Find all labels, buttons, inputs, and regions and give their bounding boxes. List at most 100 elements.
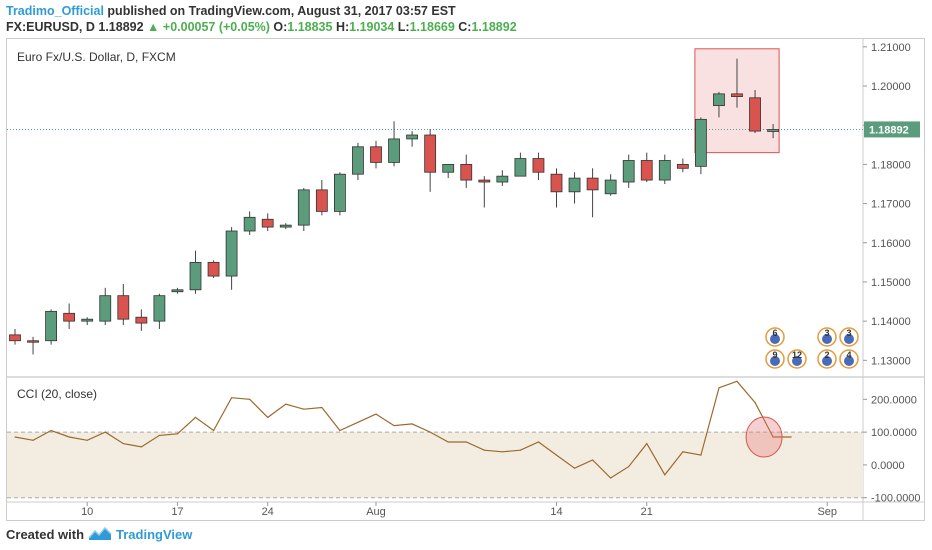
close-label: C:	[455, 20, 472, 34]
candle[interactable]	[118, 284, 129, 325]
event-count: 2	[824, 350, 829, 360]
candle[interactable]	[605, 174, 616, 196]
time-tick-label: 21	[641, 506, 653, 518]
cci-point	[393, 425, 394, 426]
tradingview-brand-link[interactable]: TradingView	[116, 527, 192, 542]
candle-body	[64, 313, 75, 321]
candle-body	[262, 219, 273, 227]
price-tick-label: 1.15000	[871, 277, 911, 289]
author-link[interactable]: Tradimo_Official	[6, 4, 104, 18]
candle[interactable]	[28, 337, 39, 355]
cci-point	[87, 440, 88, 441]
candle[interactable]	[136, 309, 147, 331]
cci-point	[267, 417, 268, 418]
cci-point	[69, 436, 70, 437]
candle[interactable]	[226, 227, 237, 290]
candle[interactable]	[569, 172, 580, 203]
candle[interactable]	[515, 153, 526, 177]
candle[interactable]	[46, 309, 57, 344]
event-count: 6	[772, 328, 777, 338]
cci-point	[14, 436, 15, 437]
candle[interactable]	[280, 223, 291, 229]
candle[interactable]	[659, 155, 670, 184]
candle[interactable]	[298, 188, 309, 231]
cci-point	[592, 459, 593, 460]
candle[interactable]	[407, 131, 418, 147]
cci-tick-label: 100.0000	[871, 427, 917, 439]
cci-point	[664, 474, 665, 475]
candle[interactable]	[425, 129, 436, 192]
candle-body	[154, 296, 165, 321]
cci-point	[249, 399, 250, 400]
candle[interactable]	[244, 211, 255, 235]
candle[interactable]	[208, 260, 219, 278]
symbol-label: FX:EURUSD, D	[6, 20, 98, 34]
cci-point	[177, 433, 178, 434]
cci-tick-label: -100.0000	[871, 493, 921, 505]
candle[interactable]	[10, 329, 21, 345]
cci-point	[339, 430, 340, 431]
candle[interactable]	[172, 288, 183, 294]
candle-body	[172, 290, 183, 292]
event-count: 12	[792, 350, 802, 360]
candle[interactable]	[623, 155, 634, 188]
cci-highlight-circle	[746, 417, 782, 457]
last-price: 1.18892	[98, 20, 147, 34]
candle[interactable]	[497, 170, 508, 186]
price-tick-label: 1.18000	[871, 159, 911, 171]
candle-body	[208, 262, 219, 276]
candle[interactable]	[533, 153, 544, 180]
candle-body	[100, 296, 111, 321]
candle[interactable]	[352, 143, 363, 180]
candle-body	[334, 174, 345, 211]
cci-point	[123, 443, 124, 444]
candle[interactable]	[389, 121, 400, 166]
cci-point	[484, 450, 485, 451]
cci-point	[231, 397, 232, 398]
cci-point	[285, 404, 286, 405]
candle[interactable]	[334, 172, 345, 215]
candle[interactable]	[479, 176, 490, 207]
candle-body	[28, 341, 39, 343]
candle[interactable]	[641, 153, 652, 182]
candle[interactable]	[587, 168, 598, 217]
candle-body	[82, 319, 93, 321]
cci-point	[213, 430, 214, 431]
candle-body	[298, 190, 309, 225]
candle[interactable]	[100, 288, 111, 325]
economic-event-flag-icon[interactable]: 6	[766, 328, 784, 346]
economic-event-flag-icon[interactable]: 3	[818, 328, 836, 346]
candle[interactable]	[154, 294, 165, 329]
candle-body	[479, 180, 490, 182]
candle[interactable]	[695, 117, 706, 174]
economic-event-flag-icon[interactable]: 2	[818, 350, 836, 368]
candle[interactable]	[677, 159, 688, 173]
candle[interactable]	[64, 304, 75, 329]
candle[interactable]	[316, 180, 327, 215]
candle[interactable]	[190, 251, 201, 294]
footer: Created with TradingView	[6, 522, 926, 548]
candle-body	[713, 94, 724, 106]
candle[interactable]	[551, 168, 562, 207]
cci-point	[718, 387, 719, 388]
candle[interactable]	[461, 155, 472, 188]
cci-point	[628, 466, 629, 467]
cci-point	[357, 422, 358, 423]
economic-event-flag-icon[interactable]: 12	[788, 350, 806, 368]
cci-point	[736, 381, 737, 382]
economic-event-flag-icon[interactable]: 3	[840, 328, 858, 346]
candle-body	[280, 225, 291, 227]
candle[interactable]	[371, 141, 382, 168]
event-count: 3	[846, 328, 851, 338]
candle[interactable]	[262, 213, 273, 231]
candle[interactable]	[443, 164, 454, 178]
publish-info: published on TradingView.com, August 31,…	[104, 4, 456, 18]
economic-event-flag-icon[interactable]: 9	[766, 350, 784, 368]
cci-point	[448, 441, 449, 442]
candle[interactable]	[82, 317, 93, 325]
high-value: 1.19034	[349, 20, 394, 34]
economic-event-flag-icon[interactable]: 4	[840, 350, 858, 368]
candle-body	[533, 159, 544, 173]
candle-body	[425, 135, 436, 172]
chart-canvas[interactable]: 1.210001.200001.190001.180001.170001.160…	[7, 39, 924, 520]
